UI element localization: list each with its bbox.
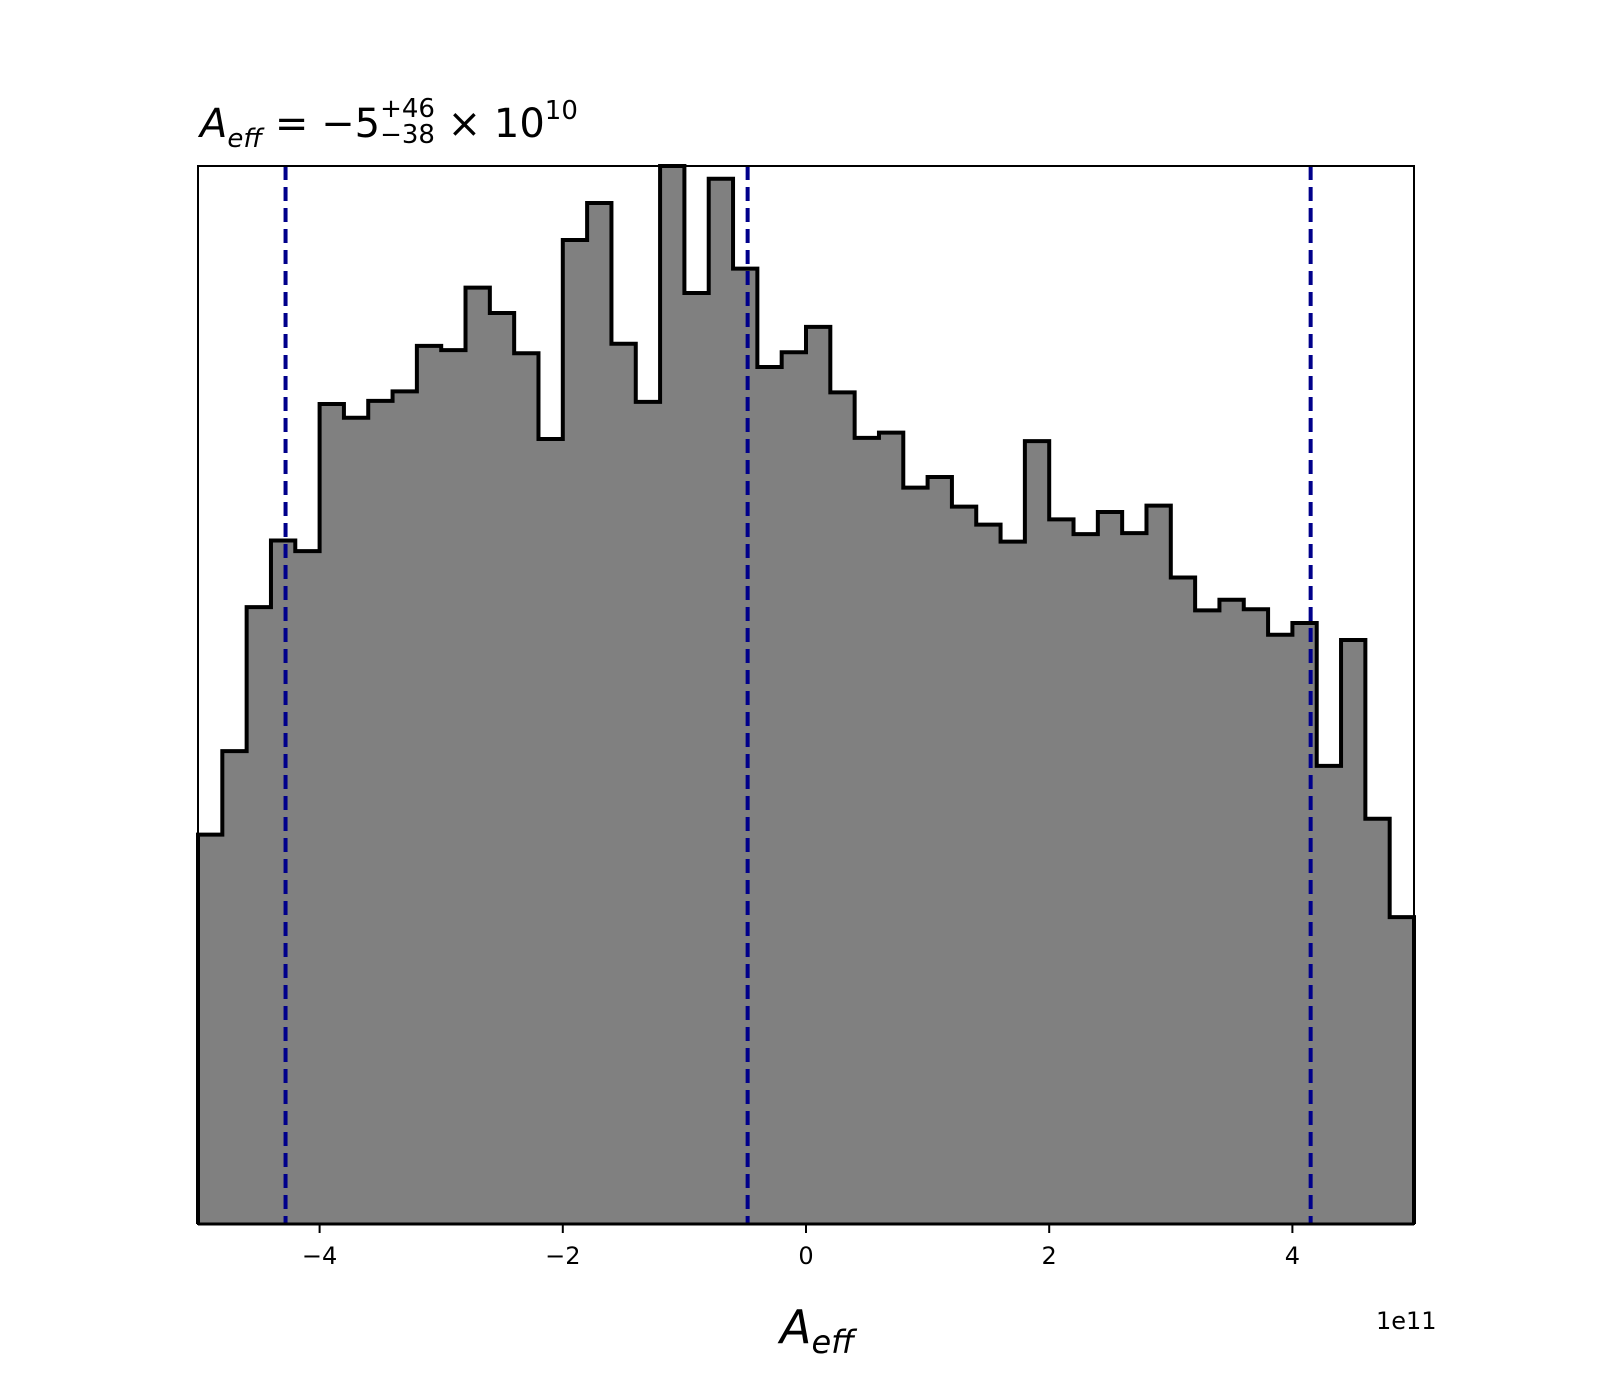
histogram-bar	[927, 477, 953, 1224]
histogram-bar	[1049, 519, 1075, 1224]
histogram-bar	[951, 506, 977, 1224]
histogram-bar	[587, 203, 613, 1224]
histogram-bar	[1195, 610, 1221, 1224]
title-lower-error: −38	[380, 120, 435, 150]
histogram-bar	[976, 524, 1002, 1224]
histogram-bar	[806, 326, 831, 1224]
x-tick-label: 2	[1042, 1242, 1057, 1270]
histogram-bar	[757, 367, 783, 1224]
histogram-bar	[1219, 599, 1245, 1224]
histogram-bar	[1316, 765, 1342, 1224]
title-value: = −5	[274, 101, 381, 147]
histogram-bar	[1122, 533, 1148, 1224]
title-uncertainty: +46 −38	[380, 96, 435, 148]
histogram-bar	[1341, 639, 1366, 1224]
x-tick-label: −2	[545, 1242, 580, 1270]
histogram-bar	[441, 350, 467, 1224]
histogram-bar	[538, 438, 564, 1224]
histogram-bars	[198, 166, 1415, 1225]
histogram-bar	[830, 392, 856, 1224]
histogram-bar	[319, 404, 345, 1224]
histogram-bar	[1170, 577, 1196, 1224]
x-tick-label: −4	[302, 1242, 337, 1270]
x-axis-label: Aeff	[780, 1300, 854, 1361]
histogram-bar	[1097, 511, 1123, 1224]
histogram-bar	[1146, 505, 1172, 1224]
histogram-bar	[295, 551, 321, 1224]
histogram-bar	[416, 345, 442, 1224]
histogram-bar	[708, 178, 734, 1224]
x-tick-label: 0	[798, 1242, 813, 1270]
x-tick-label: 4	[1285, 1242, 1300, 1270]
x-axis-label-symbol: A	[780, 1300, 812, 1354]
histogram-bar	[611, 343, 637, 1224]
histogram-bar	[1292, 623, 1318, 1224]
histogram-bar	[781, 352, 807, 1224]
histogram-bar	[733, 268, 758, 1225]
chart-title: Aeff = −5 +46 −38 × 1010	[200, 96, 578, 154]
histogram-bar	[854, 437, 880, 1224]
title-upper-error: +46	[380, 94, 435, 124]
histogram-bar	[392, 391, 418, 1224]
histogram-bar	[684, 292, 710, 1225]
histogram-bar	[198, 834, 223, 1224]
title-subscript: eff	[227, 124, 263, 154]
histogram-bar	[1365, 818, 1391, 1224]
histogram-bar	[660, 166, 685, 1224]
histogram-bar	[562, 240, 588, 1224]
title-exponent: 10	[544, 96, 578, 126]
x-axis-offset-text: 1e11	[1376, 1307, 1437, 1335]
histogram-bar	[635, 401, 661, 1225]
histogram-bar	[246, 607, 272, 1224]
quantile-lines	[283, 166, 1313, 1224]
histogram-bar	[368, 400, 394, 1225]
histogram-bar	[1389, 917, 1415, 1224]
histogram-bar	[222, 751, 248, 1224]
histogram-bar	[903, 487, 929, 1225]
histogram-bar	[1243, 609, 1269, 1224]
histogram-bar	[465, 287, 491, 1224]
histogram-bar	[270, 540, 296, 1224]
title-symbol: A	[200, 101, 228, 147]
title-times: × 10	[434, 101, 545, 147]
histogram-bar	[514, 353, 540, 1224]
histogram-bar	[878, 432, 904, 1225]
x-axis-label-subscript: eff	[811, 1323, 855, 1361]
histogram-bar	[1268, 634, 1293, 1224]
histogram-outline	[196, 164, 1416, 1224]
histogram-bar	[489, 313, 515, 1224]
histogram-bar	[1073, 534, 1099, 1224]
histogram-bar	[1024, 441, 1050, 1225]
x-axis-ticks: −4 −2 0 2 4	[198, 1222, 1414, 1270]
histogram-bar	[343, 417, 369, 1225]
histogram-bar	[1000, 541, 1026, 1224]
